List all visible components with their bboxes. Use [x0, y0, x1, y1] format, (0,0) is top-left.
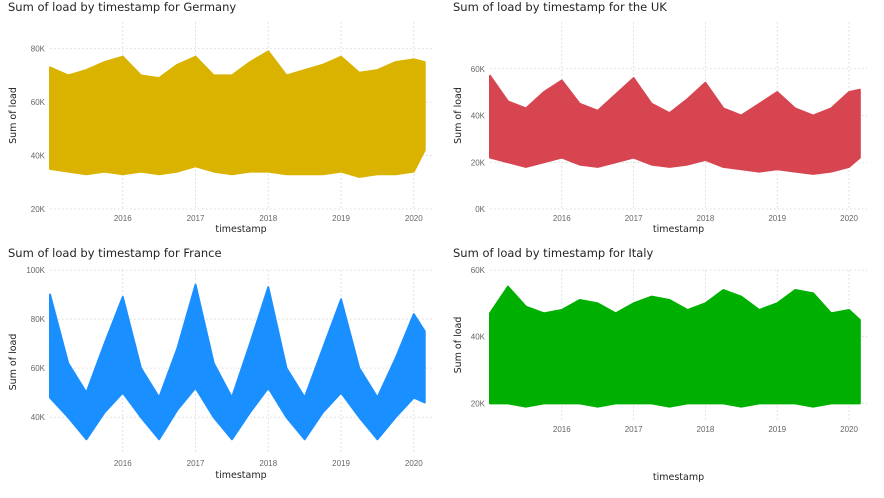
x-axis-title: timestamp: [653, 472, 704, 483]
chart-plot: 20K 40K 60K 2016 2017 2018 2019 2020 timestamp Su…: [453, 266, 867, 483]
x-tick-label: 2017: [187, 459, 205, 468]
chart-plot: 40K 60K 80K 100K 2016 2017 2018 2019 2020 timesta…: [8, 266, 432, 481]
series-line-0: [49, 283, 426, 441]
y-tick-label: 20K: [31, 205, 46, 214]
y-tick-label: 80K: [31, 45, 46, 54]
y-tick-label: 40K: [31, 413, 46, 422]
x-tick-label: 2019: [768, 214, 786, 223]
x-tick-label: 2016: [114, 459, 132, 468]
y-tick-label: 80K: [31, 315, 46, 324]
series-line-0: [489, 74, 861, 175]
y-axis-title: Sum of load: [453, 317, 464, 374]
x-tick-label: 2017: [187, 214, 205, 223]
x-tick-label: 2016: [553, 214, 571, 223]
y-axis-title: Sum of load: [8, 334, 19, 391]
chart-title: Sum of load by timestamp for France: [8, 246, 222, 260]
y-tick-label: 60K: [31, 364, 46, 373]
y-tick-label: 40K: [471, 112, 486, 121]
y-tick-label: 20K: [471, 158, 486, 167]
x-tick-label: 2016: [553, 425, 571, 434]
y-tick-label: 60K: [31, 98, 46, 107]
x-tick-label: 2017: [625, 425, 643, 434]
x-axis-title: timestamp: [215, 470, 266, 481]
x-tick-label: 2020: [405, 214, 423, 223]
y-tick-label: 40K: [471, 333, 486, 342]
y-tick-label: 60K: [471, 266, 486, 275]
x-tick-label: 2020: [840, 214, 858, 223]
y-tick-label: 100K: [26, 266, 45, 275]
x-axis-title: timestamp: [653, 224, 704, 235]
y-tick-label: 0K: [475, 205, 485, 214]
x-tick-label: 2019: [332, 459, 350, 468]
chart-plot: 20K 40K 60K 80K 2016 2017 2018 2019 2020 timestam…: [8, 22, 432, 235]
series-line-0: [489, 285, 861, 408]
y-tick-label: 60K: [471, 65, 486, 74]
x-tick-label: 2020: [405, 459, 423, 468]
chart-title: Sum of load by timestamp for Germany: [8, 0, 237, 14]
x-tick-label: 2018: [259, 214, 277, 223]
x-tick-label: 2019: [332, 214, 350, 223]
chart-title: Sum of load by timestamp for Italy: [453, 246, 654, 260]
chart-plot: 0K 20K 40K 60K 2016 2017 2018 2019 2020 timestamp…: [453, 22, 867, 235]
y-axis-title: Sum of load: [453, 87, 464, 144]
chart-uk[interactable]: Sum of load by timestamp for the UK 0K 20…: [453, 0, 883, 240]
x-tick-label: 2020: [840, 425, 858, 434]
y-tick-label: 40K: [31, 152, 46, 161]
x-tick-label: 2017: [625, 214, 643, 223]
x-tick-label: 2018: [697, 214, 715, 223]
series-line-0: [49, 50, 426, 178]
chart-germany[interactable]: Sum of load by timestamp for Germany 20K…: [8, 0, 438, 240]
x-tick-label: 2019: [768, 425, 786, 434]
chart-italy[interactable]: Sum of load by timestamp for Italy 20K 40…: [453, 246, 883, 496]
chart-title: Sum of load by timestamp for the UK: [453, 0, 667, 14]
x-tick-label: 2018: [697, 425, 715, 434]
y-tick-label: 20K: [471, 399, 486, 408]
chart-france[interactable]: Sum of load by timestamp for France 40K 6…: [8, 246, 438, 496]
x-axis-title: timestamp: [215, 224, 266, 235]
x-tick-label: 2018: [259, 459, 277, 468]
x-tick-label: 2016: [114, 214, 132, 223]
y-axis-title: Sum of load: [8, 87, 19, 144]
